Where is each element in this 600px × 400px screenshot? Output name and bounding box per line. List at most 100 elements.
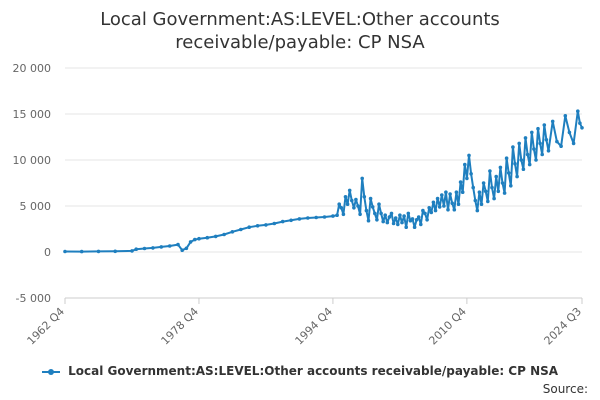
series-line	[64, 110, 583, 253]
data-point	[373, 211, 377, 216]
data-point	[151, 246, 155, 250]
data-point	[521, 167, 526, 171]
data-point	[289, 218, 293, 223]
data-point	[446, 207, 450, 212]
data-point	[578, 121, 582, 125]
chart-title-line-1: Local Government:AS:LEVEL:Other accounts	[100, 9, 500, 30]
data-point	[504, 156, 509, 160]
data-point	[481, 181, 486, 185]
data-point	[502, 191, 507, 195]
data-point	[532, 147, 536, 151]
data-point	[406, 211, 411, 216]
data-point	[479, 202, 484, 206]
data-point	[473, 198, 478, 203]
data-point	[306, 216, 310, 220]
data-point	[180, 248, 184, 252]
data-point	[530, 130, 534, 135]
source-label: Source:	[542, 382, 588, 396]
data-point	[519, 158, 524, 162]
data-point	[463, 162, 467, 167]
data-point	[494, 174, 499, 179]
data-point	[247, 225, 251, 229]
data-point	[483, 189, 488, 194]
data-point	[142, 246, 147, 251]
data-point	[222, 232, 226, 237]
data-point	[509, 184, 513, 188]
data-point	[471, 185, 476, 190]
data-point	[381, 219, 386, 224]
data-point	[458, 180, 463, 184]
data-point	[188, 240, 193, 244]
data-point	[391, 221, 396, 226]
data-point	[255, 224, 260, 228]
data-point	[402, 214, 406, 218]
data-point	[368, 196, 373, 201]
data-point	[352, 206, 356, 210]
data-point	[456, 202, 461, 206]
chart-title: Local Government:AS:LEVEL:Other accounts…	[0, 8, 600, 54]
x-tick-label: 1962 Q4	[25, 305, 68, 348]
data-point	[377, 202, 381, 206]
y-tick-label: 10 000	[13, 154, 52, 167]
data-point	[488, 169, 492, 173]
data-point	[213, 234, 218, 239]
data-point	[322, 215, 327, 219]
data-point	[385, 220, 390, 225]
data-point	[63, 249, 67, 254]
data-point	[555, 139, 559, 144]
data-point	[366, 218, 371, 223]
x-tick-label: 2010 Q4	[426, 305, 469, 348]
data-point	[550, 119, 555, 124]
y-tick-label: 0	[44, 246, 51, 259]
data-point	[506, 171, 511, 175]
data-point	[230, 230, 235, 234]
data-point	[435, 196, 440, 201]
data-point	[347, 188, 352, 193]
data-point	[544, 138, 549, 142]
data-point	[444, 190, 448, 194]
data-point	[571, 141, 576, 146]
data-point	[496, 189, 501, 194]
data-point	[345, 202, 350, 206]
data-point	[452, 207, 457, 212]
data-point	[490, 185, 494, 190]
data-point	[576, 109, 580, 113]
data-point	[423, 211, 427, 216]
x-tick-label: 1978 Q4	[159, 305, 202, 348]
data-point	[513, 161, 517, 166]
data-point	[337, 202, 342, 206]
legend-label: Local Government:AS:LEVEL:Other accounts…	[68, 364, 559, 378]
data-point	[563, 114, 568, 118]
data-point	[339, 206, 344, 210]
data-point	[500, 181, 505, 185]
x-tick-label: 2024 Q3	[542, 305, 585, 348]
data-point	[540, 152, 544, 157]
data-point	[134, 247, 138, 251]
y-tick-label: 15 000	[13, 108, 52, 121]
data-point	[379, 211, 383, 216]
data-point	[469, 172, 473, 176]
data-point	[414, 218, 419, 222]
data-point	[113, 249, 117, 254]
legend[interactable]: Local Government:AS:LEVEL:Other accounts…	[0, 364, 600, 378]
data-point	[437, 205, 442, 209]
y-axis-tick-labels: -5 000 0 5 000 10 000 15 000 20 000	[13, 62, 52, 305]
data-point	[433, 208, 438, 213]
legend-swatch-icon	[41, 367, 60, 377]
data-point	[536, 126, 540, 131]
data-point	[370, 205, 375, 209]
data-point	[460, 190, 465, 194]
data-point	[184, 246, 189, 251]
data-point	[454, 190, 459, 194]
data-point	[580, 126, 584, 130]
x-axis-tick-labels: 1962 Q4 1978 Q4 1994 Q4 2010 Q4 2024 Q3	[25, 305, 585, 348]
data-point	[419, 222, 423, 227]
data-point	[364, 208, 369, 213]
data-point	[546, 149, 551, 153]
data-point	[341, 212, 346, 217]
data-point	[525, 152, 530, 157]
data-point	[354, 197, 358, 202]
data-point	[387, 215, 392, 219]
data-point	[534, 158, 538, 162]
